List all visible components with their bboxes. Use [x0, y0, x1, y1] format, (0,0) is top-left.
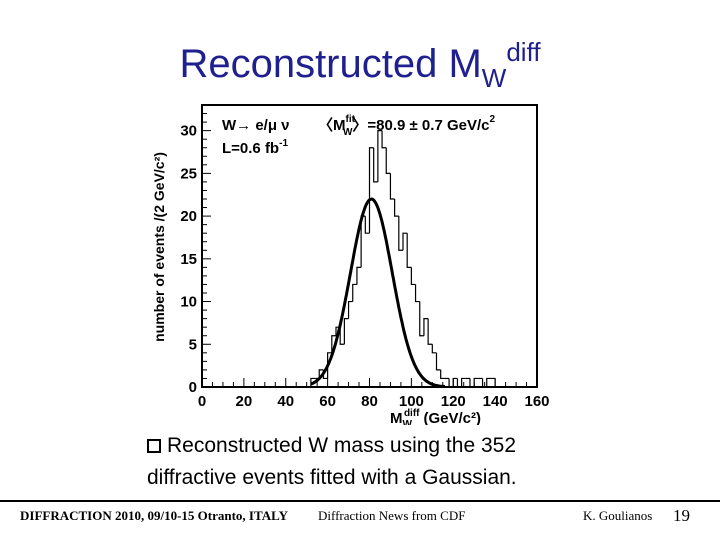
y-tick-label: 25	[180, 165, 197, 182]
histogram-bar	[385, 147, 391, 174]
histogram-bar	[448, 378, 454, 388]
histogram-bar	[356, 266, 362, 285]
histogram-bar	[427, 318, 433, 345]
histogram-bar	[347, 300, 353, 319]
fit-label-sub: W	[343, 127, 353, 138]
histogram-bar	[406, 233, 412, 268]
footer-author: K. Goulianos	[583, 508, 653, 523]
luminosity-annotation: L=0.6 fb-1	[222, 138, 288, 157]
caption: Reconstructed W mass using the 352 diffr…	[147, 430, 707, 494]
histogram-bar	[440, 369, 445, 380]
histogram-bar	[368, 147, 374, 234]
histogram-bar	[414, 284, 420, 303]
x-tick-label: 120	[441, 393, 466, 410]
histogram-bar	[318, 369, 324, 379]
fit-value-sup: 2	[489, 114, 495, 125]
histogram-bar	[331, 335, 336, 353]
y-tick-label: 30	[180, 123, 197, 140]
histogram-bar	[381, 130, 387, 149]
x-tick-label: 0	[198, 393, 206, 410]
histogram-chart: 0 5 10 15 20 25 30 0 20 40 60 80 100 120 140 160 numbe…	[151, 104, 550, 425]
histogram-bar	[364, 216, 370, 234]
x-axis-label-unit: (GeV/c²)	[424, 410, 482, 425]
slide-number: 19	[673, 506, 690, 525]
fit-label: 〈M	[318, 116, 346, 134]
histogram-bar	[461, 377, 466, 387]
luminosity-text: L=0.6 fb	[222, 140, 279, 157]
x-tick-label: 20	[236, 393, 253, 410]
x-tick-label: 40	[277, 393, 294, 410]
footer-talk-title: Diffraction News from CDF	[318, 508, 466, 523]
y-tick-label: 15	[180, 251, 197, 268]
axis-ticks	[201, 113, 538, 388]
histogram-bar	[327, 352, 332, 379]
title-main: Reconstructed M	[179, 42, 482, 86]
page-title: Reconstructed MWdiff	[0, 28, 720, 102]
y-tick-label: 5	[189, 336, 197, 353]
x-tick-label: 140	[483, 393, 508, 410]
histogram-bar	[339, 327, 345, 345]
histogram-bar	[410, 267, 416, 286]
y-tick-labels: 0 5 10 15 20 25 30	[180, 123, 197, 396]
x-tick-label: 60	[319, 393, 336, 410]
footer-conference: DIFFRACTION 2010, 09/10-15 Otranto, ITAL…	[20, 508, 288, 523]
title-subscript: W	[481, 63, 507, 93]
histogram-bars	[310, 130, 496, 388]
fit-curve	[310, 197, 446, 389]
histogram-bar	[423, 318, 429, 336]
x-axis-label-sup: diff	[404, 408, 420, 419]
x-tick-label: 160	[524, 393, 549, 410]
x-axis-label-main: M	[390, 410, 403, 425]
y-axis-label: number of events /(2 GeV/c²)	[151, 152, 167, 342]
histogram-bar	[343, 318, 349, 345]
histogram-bar	[394, 199, 399, 217]
caption-line-1-text: Reconstructed W mass using the 352	[167, 434, 517, 457]
fit-value: 〉=80.9 ± 0.7 GeV/c	[352, 116, 489, 134]
y-tick-label: 20	[180, 208, 197, 225]
process-annotation: W→ e/μ ν	[222, 117, 290, 134]
histogram-bar	[352, 283, 357, 302]
caption-line-2: diffractive events fitted with a Gaussia…	[147, 466, 517, 489]
histogram-bar	[310, 377, 316, 387]
footer-divider	[0, 500, 720, 502]
histogram-bar	[469, 378, 475, 388]
histogram-bar	[486, 377, 491, 387]
histogram-bar	[402, 232, 408, 251]
x-axis-label-sub: W	[403, 419, 413, 425]
checkbox-bullet-icon	[147, 439, 161, 453]
histogram-bar	[398, 216, 403, 251]
histogram-bar	[435, 352, 441, 371]
fit-label-sup: fit	[346, 114, 356, 125]
x-tick-label: 80	[361, 393, 378, 410]
x-tick-label: 100	[399, 393, 424, 410]
gaussian-fit	[310, 197, 446, 389]
histogram-bar	[373, 147, 378, 183]
histogram-bar	[452, 377, 458, 387]
y-tick-label: 0	[189, 379, 197, 396]
histogram-bar	[431, 344, 437, 354]
title-superscript: diff	[506, 37, 541, 67]
histogram-bar	[456, 378, 462, 388]
histogram-bar	[377, 130, 383, 182]
histogram-bar	[473, 377, 479, 387]
histogram-bar	[389, 173, 395, 200]
histogram-bar	[419, 301, 424, 337]
y-tick-label: 10	[180, 294, 197, 311]
histogram-bar	[481, 378, 487, 388]
x-tick-labels: 0 20 40 60 80 100 120 140 160	[198, 393, 550, 410]
luminosity-exponent: -1	[279, 138, 288, 149]
caption-line-1: Reconstructed W mass using the 352	[147, 430, 707, 462]
x-axis-label: MWdiff (GeV/c²)	[390, 408, 481, 425]
fit-result-annotation: 〈Mfit W〉=80.9 ± 0.7 GeV/c2	[318, 114, 495, 138]
